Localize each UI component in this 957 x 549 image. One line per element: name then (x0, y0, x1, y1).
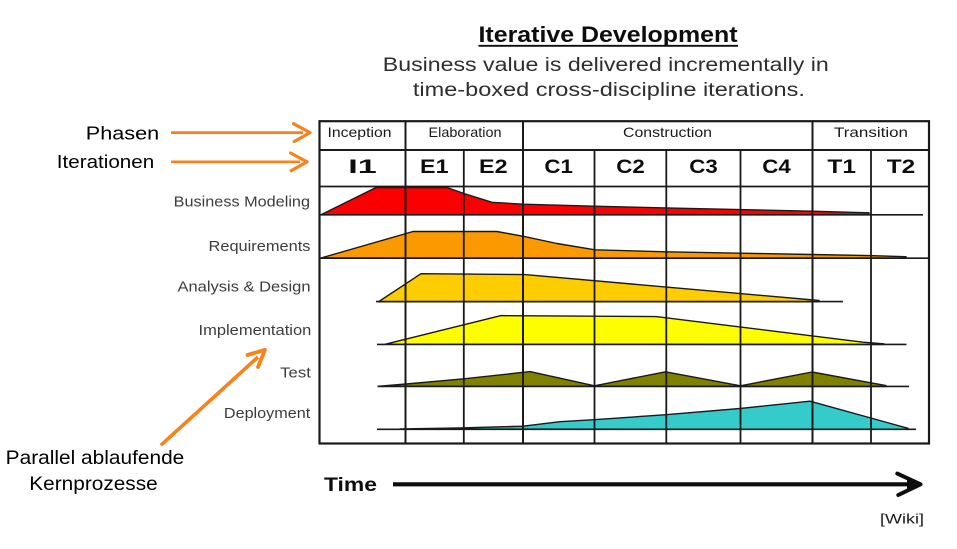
svg-text:Inception: Inception (328, 124, 392, 140)
svg-text:Test: Test (280, 365, 312, 382)
svg-text:Implementation: Implementation (199, 322, 312, 339)
svg-text:C4: C4 (762, 157, 791, 178)
svg-text:Elaboration: Elaboration (429, 124, 502, 140)
svg-text:Iterative Development: Iterative Development (479, 22, 739, 47)
svg-text:Phasen: Phasen (86, 124, 159, 144)
svg-text:time-boxed cross-discipline it: time-boxed cross-discipline iterations. (413, 80, 805, 101)
svg-text:E1: E1 (420, 157, 449, 178)
svg-text:Time: Time (324, 474, 377, 496)
svg-text:[Wiki]: [Wiki] (880, 511, 924, 527)
svg-text:Construction: Construction (623, 124, 712, 140)
svg-text:T1: T1 (827, 157, 856, 178)
svg-text:Parallel ablaufende: Parallel ablaufende (6, 447, 185, 469)
svg-text:Kernprozesse: Kernprozesse (29, 473, 157, 495)
svg-text:T2: T2 (887, 157, 916, 178)
svg-text:Requirements: Requirements (209, 238, 311, 255)
svg-text:Analysis & Design: Analysis & Design (178, 278, 311, 295)
svg-text:Deployment: Deployment (224, 405, 311, 422)
svg-text:Business Modeling: Business Modeling (174, 194, 310, 211)
svg-text:C2: C2 (616, 157, 645, 178)
svg-text:C1: C1 (544, 157, 573, 178)
svg-text:E2: E2 (479, 157, 508, 178)
svg-text:C3: C3 (689, 157, 718, 178)
svg-text:Business value is delivered in: Business value is delivered incrementall… (383, 55, 829, 76)
svg-text:Transition: Transition (834, 124, 908, 140)
svg-text:Iterationen: Iterationen (57, 152, 154, 172)
svg-text:I1: I1 (348, 157, 377, 178)
